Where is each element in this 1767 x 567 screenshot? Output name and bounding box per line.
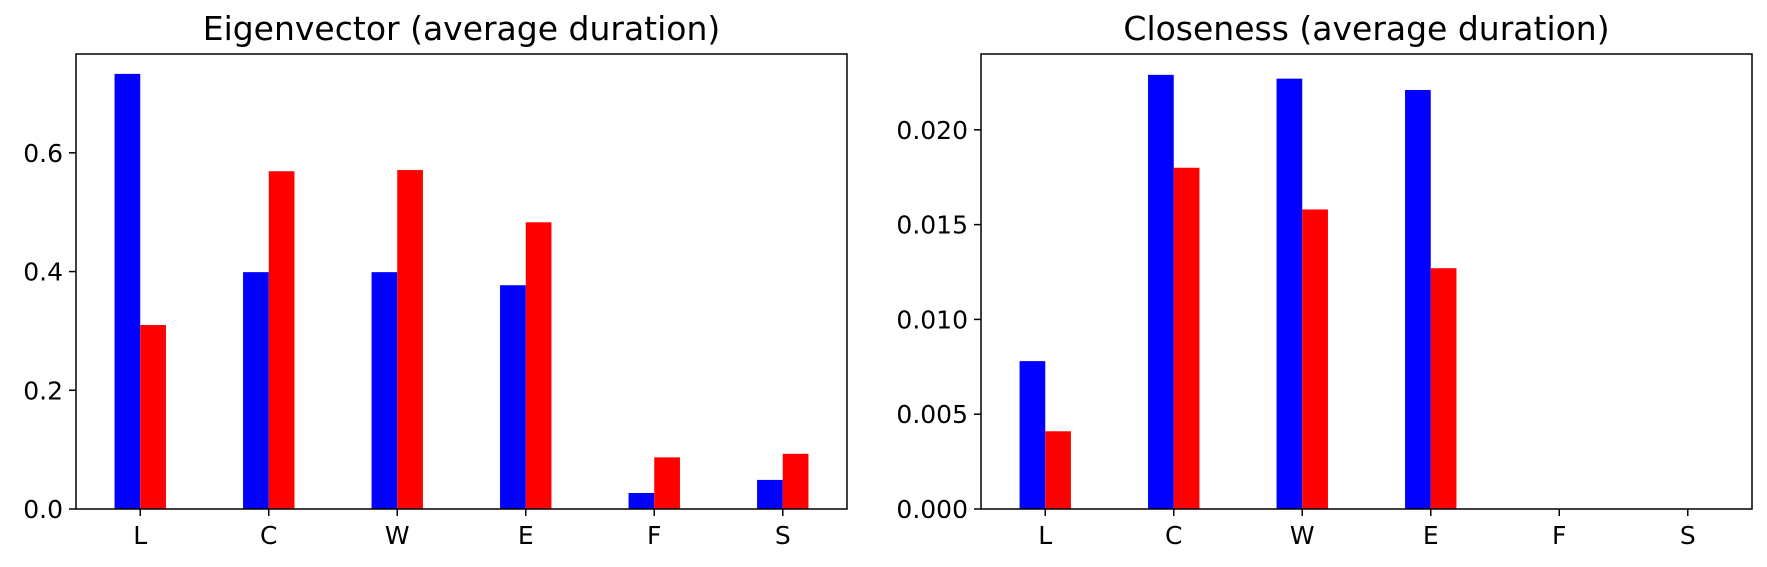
bar-F-series-2: [654, 457, 680, 509]
plot-frame: [75, 53, 848, 510]
y-tick-label: 0.005: [896, 400, 968, 429]
bar-C-series-1: [243, 272, 269, 509]
bar-W-series-1: [1276, 78, 1303, 509]
y-tick-label: 0.020: [896, 116, 968, 145]
y-tick-label: 0.6: [23, 139, 63, 168]
bar-L-series-2: [140, 324, 166, 509]
x-tick-label-S: S: [775, 521, 791, 550]
x-tick-label-W: W: [1290, 521, 1315, 550]
y-tick-label: 0.2: [23, 376, 63, 405]
bar-L-series-1: [114, 73, 141, 510]
x-tick-label-E: E: [1423, 521, 1439, 550]
x-tick-label-C: C: [260, 521, 277, 550]
y-tick-label: 0.4: [23, 258, 63, 287]
x-tick-label-F: F: [647, 521, 661, 550]
bar-W-series-2: [1302, 209, 1328, 510]
x-tick-label-W: W: [385, 521, 410, 550]
y-tick-label: 0.010: [896, 305, 968, 334]
x-tick-label-S: S: [1680, 521, 1696, 550]
y-tick-label: 0.015: [896, 211, 968, 240]
chart-title: Eigenvector (average duration): [203, 9, 721, 48]
chart-panel-closeness: Closeness (average duration) 0.000 0.005 0.…: [896, 9, 1753, 550]
bar-W-series-2: [397, 170, 423, 509]
bar-S-series-2: [782, 453, 809, 509]
bar-L-series-2: [1045, 431, 1071, 509]
bar-E-series-1: [500, 285, 526, 509]
bar-L-series-1: [1019, 361, 1046, 509]
x-tick-label-L: L: [133, 521, 147, 550]
x-tick-label-F: F: [1552, 521, 1566, 550]
bar-C-series-2: [1173, 167, 1200, 509]
x-tick-label-L: L: [1038, 521, 1052, 550]
plot-frame: [980, 53, 1753, 510]
bar-C-series-1: [1148, 74, 1174, 510]
chart-panel-eigenvector: Eigenvector (average duration) 0.0 0.2 0.4 0…: [23, 9, 848, 550]
bar-E-series-2: [525, 222, 552, 510]
x-tick-label-C: C: [1165, 521, 1182, 550]
chart-title: Closeness (average duration): [1123, 9, 1609, 48]
y-tick-label: 0.000: [896, 495, 968, 524]
bar-W-series-1: [371, 272, 398, 509]
y-tick-label: 0.0: [23, 495, 63, 524]
bar-E-series-2: [1430, 268, 1457, 509]
bar-E-series-1: [1405, 90, 1431, 509]
bar-C-series-2: [268, 171, 295, 510]
bar-S-series-1: [757, 479, 783, 509]
bar-F-series-1: [628, 492, 655, 509]
x-tick-label-E: E: [518, 521, 534, 550]
